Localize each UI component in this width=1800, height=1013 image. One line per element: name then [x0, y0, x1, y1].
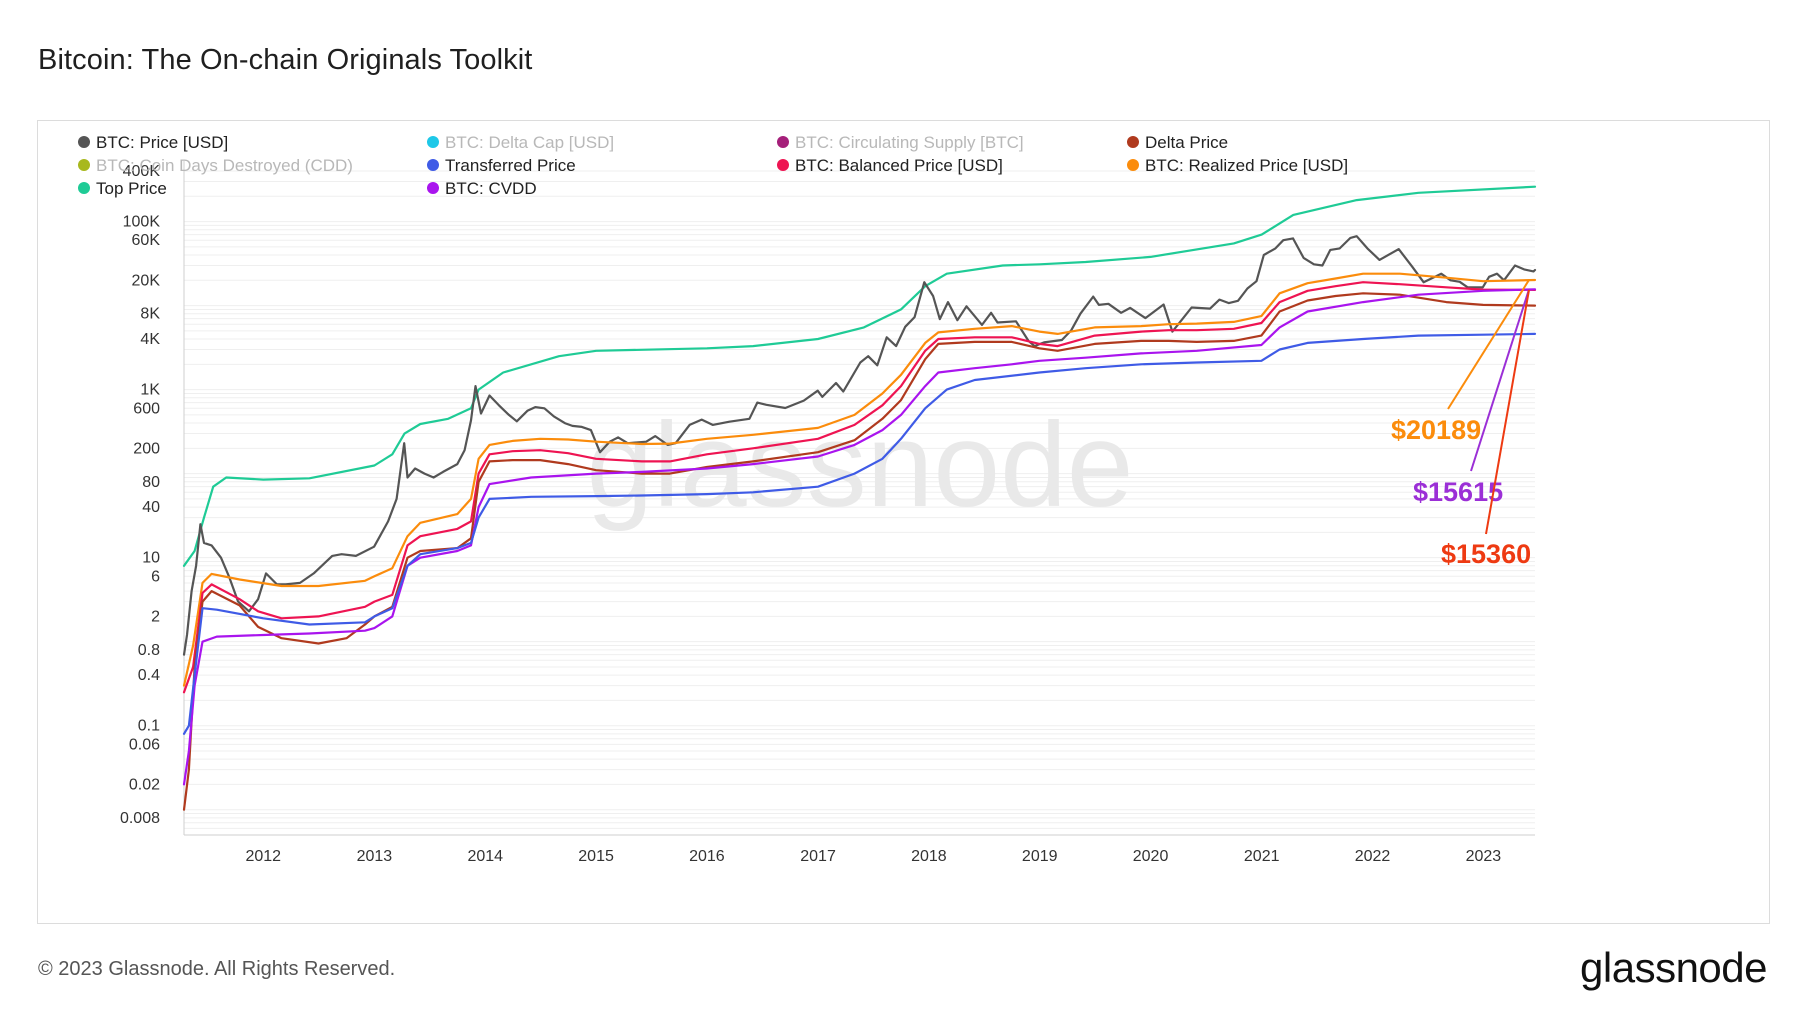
- legend-label: BTC: Balanced Price [USD]: [795, 156, 1003, 175]
- y-tick-label: 40: [142, 499, 160, 516]
- y-tick-label: 6: [151, 568, 160, 585]
- x-tick-label: 2014: [467, 848, 503, 865]
- annotation-leader: [1447, 279, 1530, 410]
- y-tick-label: 80: [142, 474, 160, 491]
- y-tick-label: 0.008: [120, 810, 160, 827]
- x-tick-label: 2012: [245, 848, 281, 865]
- series-line: [182, 281, 1537, 694]
- page-title: Bitcoin: The On-chain Originals Toolkit: [38, 44, 533, 76]
- x-tick-label: 2016: [689, 848, 725, 865]
- y-tick-label: 100K: [123, 214, 161, 231]
- legend-marker: [78, 182, 90, 194]
- y-tick-label: 200: [133, 440, 160, 457]
- x-tick-label: 2020: [1133, 848, 1169, 865]
- y-tick-label: 1K: [140, 382, 160, 399]
- series-line: [182, 272, 1537, 687]
- x-tick-label: 2023: [1466, 848, 1502, 865]
- y-tick-label: 4K: [140, 331, 160, 348]
- legend-label: BTC: Price [USD]: [96, 133, 228, 152]
- y-tick-label: 0.1: [138, 718, 160, 735]
- y-tick-label: 60K: [132, 232, 161, 249]
- series-line: [182, 235, 1537, 656]
- y-tick-label: 0.06: [129, 736, 160, 753]
- legend-label: Transferred Price: [445, 156, 576, 175]
- x-tick-label: 2017: [800, 848, 836, 865]
- y-tick-label: 0.4: [138, 667, 160, 684]
- x-tick-label: 2015: [578, 848, 614, 865]
- x-tick-label: 2022: [1355, 848, 1391, 865]
- footer-copyright: © 2023 Glassnode. All Rights Reserved.: [38, 958, 396, 980]
- legend-marker: [78, 136, 90, 148]
- footer-logo[interactable]: glassnode: [1580, 944, 1767, 991]
- x-tick-label: 2013: [357, 848, 393, 865]
- legend-marker: [427, 136, 439, 148]
- y-tick-label: 20K: [132, 272, 161, 289]
- x-tick-label: 2021: [1244, 848, 1280, 865]
- legend-label: Top Price: [96, 179, 167, 198]
- legend-marker: [427, 159, 439, 171]
- y-tick-label: 0.02: [129, 776, 160, 793]
- y-tick-label: 0.8: [138, 642, 160, 659]
- x-tick-label: 2018: [911, 848, 947, 865]
- annotation-label: $15360: [1441, 539, 1531, 569]
- legend-label: BTC: Realized Price [USD]: [1145, 156, 1348, 175]
- grid: [184, 170, 1535, 836]
- legend-label: Delta Price: [1145, 133, 1228, 152]
- legend-marker: [777, 159, 789, 171]
- legend-label: BTC: Delta Cap [USD]: [445, 133, 614, 152]
- series-line: [182, 288, 1537, 786]
- legend-marker: [78, 159, 90, 171]
- watermark: glassnode: [586, 398, 1133, 532]
- legend-label: BTC: Circulating Supply [BTC]: [795, 133, 1024, 152]
- annotation-label: $15615: [1413, 477, 1503, 507]
- legend-marker: [1127, 159, 1139, 171]
- legend-label: BTC: CVDD: [445, 179, 537, 198]
- legend-marker: [777, 136, 789, 148]
- y-tick-label: 400K: [123, 163, 161, 180]
- legend-marker: [1127, 136, 1139, 148]
- series-line: [182, 185, 1537, 567]
- legend-label: BTC: Coin Days Destroyed (CDD): [96, 156, 353, 175]
- legend-marker: [427, 182, 439, 194]
- y-tick-label: 10: [142, 550, 160, 567]
- annotation-label: $20189: [1391, 415, 1481, 445]
- series-line: [182, 292, 1537, 811]
- series-line: [182, 332, 1537, 735]
- y-tick-label: 8K: [140, 306, 160, 323]
- y-tick-label: 2: [151, 608, 160, 625]
- annotation-leader: [1485, 289, 1530, 535]
- y-tick-label: 600: [133, 400, 160, 417]
- x-tick-label: 2019: [1022, 848, 1058, 865]
- annotation-leader: [1470, 289, 1530, 472]
- chart-frame: glassnode 400K 100K 60K 20K 8K 4K 1K 600 200 80 40 1…: [37, 120, 1770, 924]
